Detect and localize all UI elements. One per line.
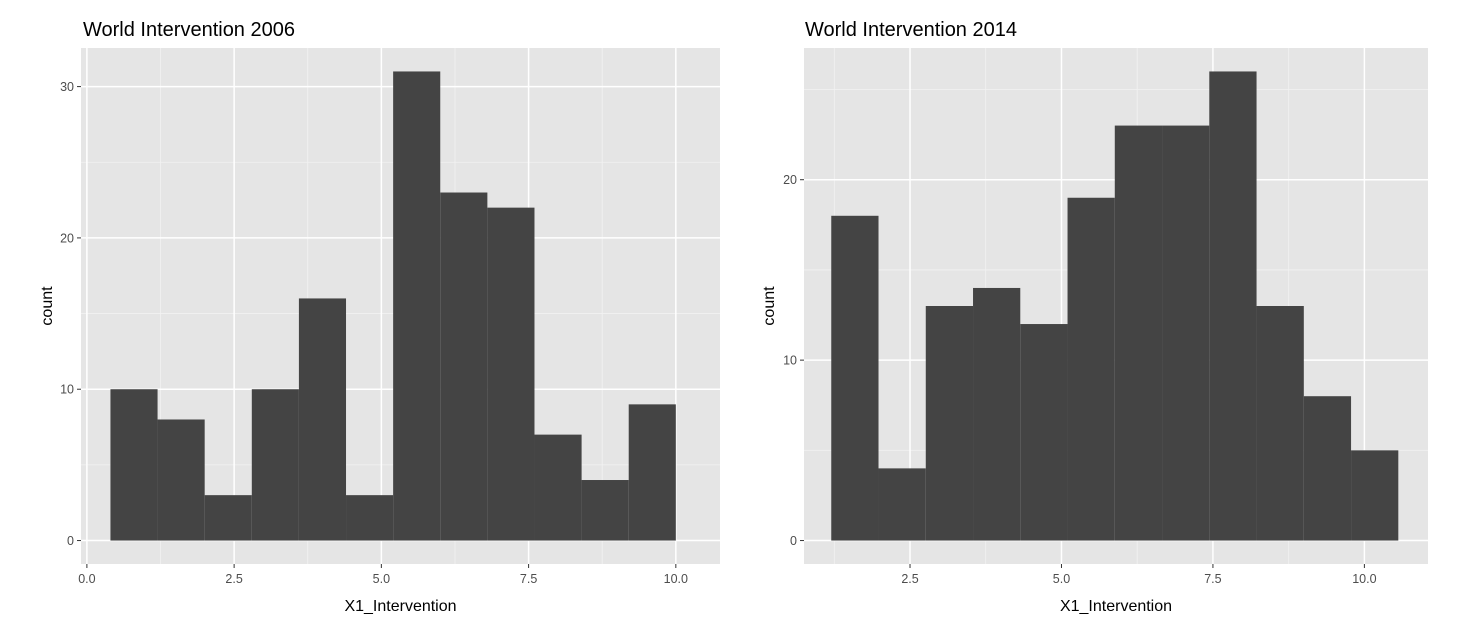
chart-1-y-tick-label: 0 [67,534,74,548]
chart-2-title: World Intervention 2014 [805,19,1017,41]
chart-2-bar-4 [973,287,1021,541]
chart-1-y-tick-label: 30 [60,80,74,94]
chart-1-x-axis-label: X1_Intervention [344,598,456,615]
chart-2-x-tick-label: 7.5 [1204,572,1221,586]
chart-2-x-axis-label: X1_Intervention [1060,598,1172,615]
chart-2-bar-5 [1020,324,1068,541]
chart-2-bar-12 [1351,450,1399,541]
chart-2-y-tick-label: 0 [790,534,797,548]
chart-2-y-tick-label: 20 [783,173,797,187]
chart-1-bar-10 [534,434,582,541]
chart-2-x-tick-label: 2.5 [901,572,918,586]
chart-1-y-tick-label: 10 [60,383,74,397]
chart-2-bar-8 [1162,125,1210,541]
chart-1-panel: 0 10 20 30 0.0 2.5 5.0 7.5 10.0 World Interventio… [39,19,720,615]
chart-1-x-tick-label: 7.5 [520,572,537,586]
chart-1-x-tick-label: 2.5 [225,572,242,586]
chart-1-bar-3 [204,495,252,541]
chart-1-bar-6 [346,495,394,541]
chart-1-x-tick-label: 5.0 [373,572,390,586]
chart-1-bar-5 [298,298,347,541]
chart-2-bar-3 [925,306,974,541]
chart-2-y-tick-label: 10 [783,354,797,368]
chart-1-x-tick-label: 10.0 [664,572,688,586]
chart-1-title: World Intervention 2006 [83,19,295,41]
chart-2-x-tick-label: 5.0 [1053,572,1070,586]
chart-1-bar-1 [110,389,158,541]
chart-1-bar-12 [628,404,676,541]
chart-1-bar-7 [393,71,441,541]
chart-1-bars [110,71,676,541]
chart-2-bar-9 [1209,71,1257,541]
chart-2-y-axis-label: count [761,286,778,326]
chart-1-bar-8 [440,192,488,541]
chart-1-y-tick-label: 20 [60,231,74,245]
chart-2-bar-11 [1303,396,1352,541]
chart-2-panel: 0 10 20 2.5 5.0 7.5 10.0 World Intervention 201… [761,19,1428,615]
chart-1-y-axis-label: count [39,286,56,326]
chart-2-bar-2 [878,468,926,541]
chart-2-bar-6 [1067,197,1115,541]
chart-1-x-tick-label: 0.0 [78,572,95,586]
chart-1-bar-2 [157,419,205,541]
chart-1-axes: 0 10 20 30 0.0 2.5 5.0 7.5 10.0 [60,80,688,586]
chart-2-bar-1 [831,215,879,541]
chart-1-bar-9 [487,207,535,541]
chart-1-bar-4 [251,389,299,541]
chart-2-bar-10 [1256,306,1304,541]
chart-2-bars [831,71,1399,541]
chart-1-bar-11 [581,480,629,541]
chart-2-axes: 0 10 20 2.5 5.0 7.5 10.0 [783,173,1376,586]
chart-2-bar-7 [1114,125,1163,541]
chart-2-x-tick-label: 10.0 [1352,572,1376,586]
